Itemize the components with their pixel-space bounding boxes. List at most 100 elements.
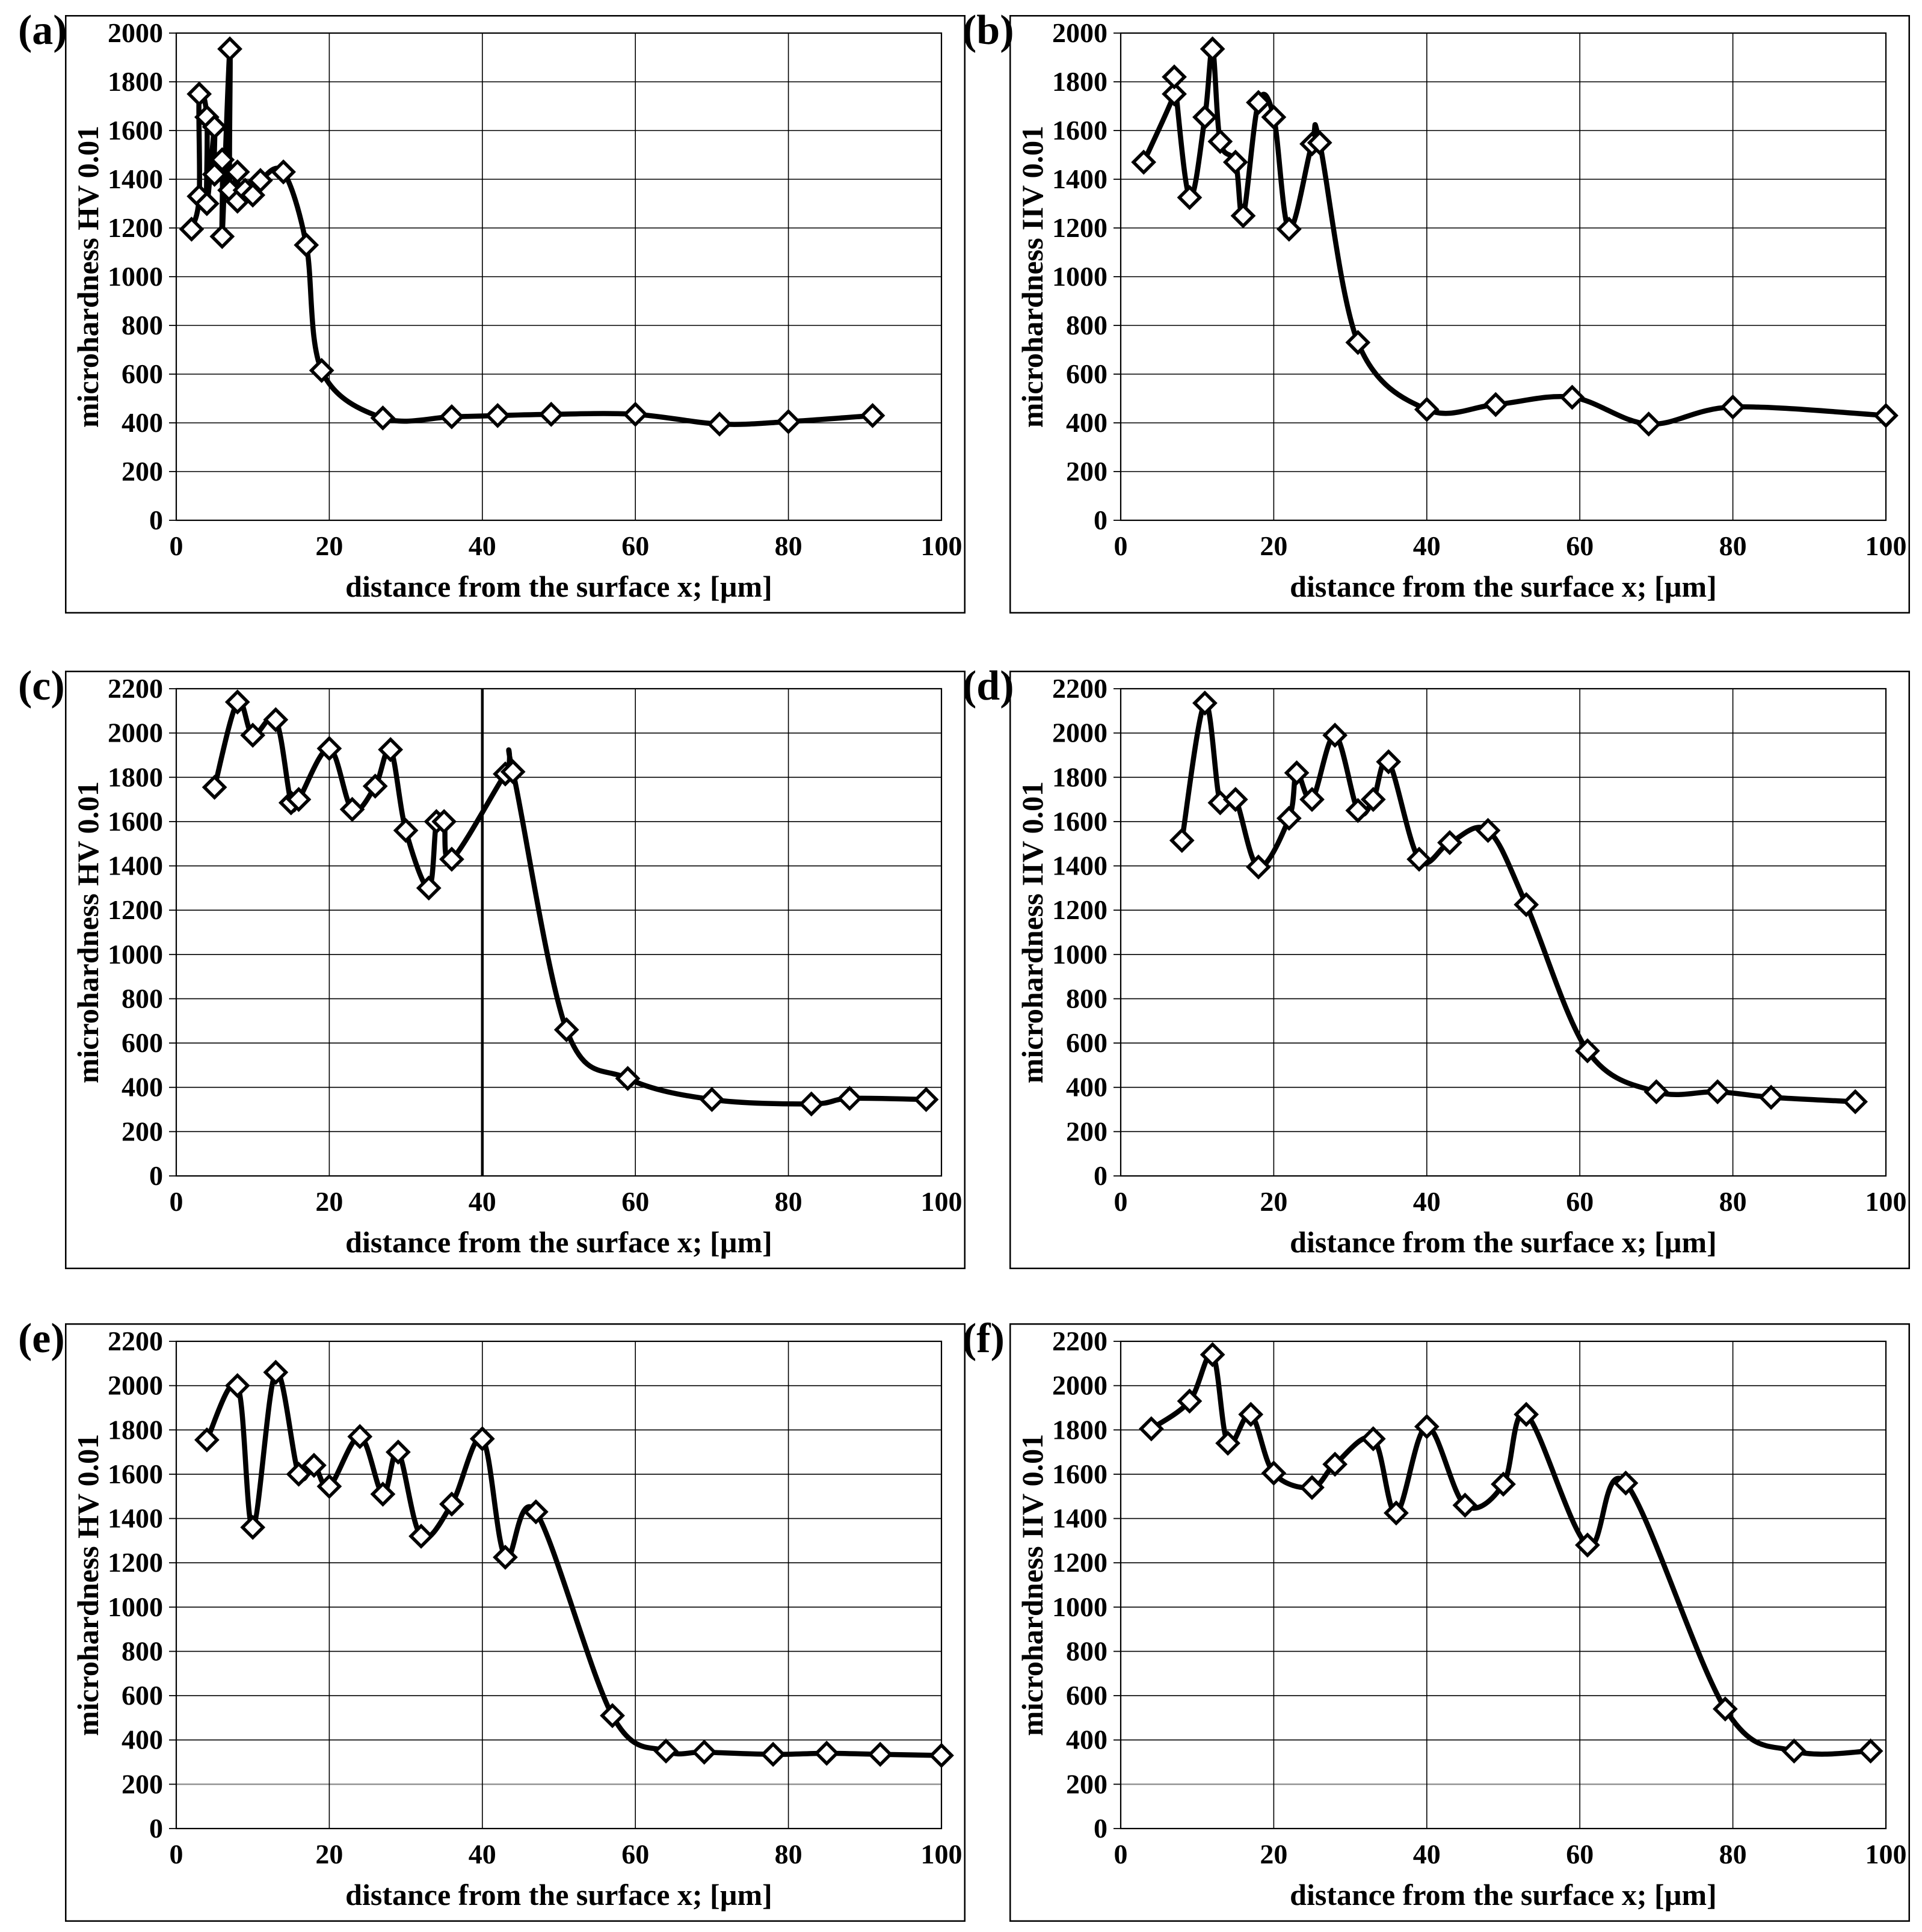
- svg-text:20: 20: [315, 1839, 343, 1869]
- svg-text:20: 20: [315, 531, 343, 561]
- svg-text:1400: 1400: [1052, 851, 1107, 881]
- svg-text:1200: 1200: [108, 212, 163, 243]
- svg-text:600: 600: [1066, 1027, 1107, 1058]
- svg-text:40: 40: [1413, 1839, 1441, 1869]
- svg-text:1800: 1800: [1052, 761, 1107, 792]
- svg-text:2000: 2000: [1052, 718, 1107, 748]
- svg-text:microhardness HV 0.01: microhardness HV 0.01: [71, 126, 105, 428]
- svg-text:0: 0: [1114, 1186, 1128, 1217]
- svg-text:1600: 1600: [1052, 1459, 1107, 1489]
- svg-text:1400: 1400: [108, 851, 163, 881]
- svg-text:distance from the surface x; [: distance from the surface x; [µm]: [345, 1225, 772, 1259]
- svg-text:0: 0: [149, 1813, 163, 1844]
- svg-text:20: 20: [1260, 1839, 1287, 1869]
- svg-text:60: 60: [621, 1186, 649, 1217]
- svg-text:1600: 1600: [1052, 115, 1107, 146]
- svg-text:800: 800: [1066, 983, 1107, 1014]
- svg-text:60: 60: [1566, 531, 1594, 561]
- svg-text:600: 600: [122, 358, 163, 389]
- svg-text:distance from the surface x; [: distance from the surface x; [µm]: [1290, 1225, 1717, 1259]
- svg-text:600: 600: [1066, 358, 1107, 389]
- svg-text:100: 100: [1865, 531, 1907, 561]
- svg-text:20: 20: [1260, 531, 1287, 561]
- svg-text:80: 80: [775, 1839, 802, 1869]
- svg-text:2000: 2000: [108, 718, 163, 748]
- svg-text:2200: 2200: [108, 673, 163, 704]
- svg-text:2000: 2000: [108, 17, 163, 48]
- svg-text:1400: 1400: [108, 164, 163, 194]
- svg-text:1800: 1800: [1052, 66, 1107, 97]
- svg-text:400: 400: [1066, 407, 1107, 438]
- svg-text:400: 400: [122, 1724, 163, 1755]
- svg-text:800: 800: [122, 310, 163, 340]
- svg-text:0: 0: [170, 531, 183, 561]
- svg-text:400: 400: [122, 1072, 163, 1103]
- svg-text:microhardness HV 0.01: microhardness HV 0.01: [71, 1434, 105, 1736]
- svg-text:80: 80: [1719, 531, 1747, 561]
- svg-text:200: 200: [122, 456, 163, 487]
- svg-text:200: 200: [1066, 456, 1107, 487]
- svg-text:20: 20: [1260, 1186, 1287, 1217]
- svg-text:2200: 2200: [108, 1326, 163, 1356]
- svg-text:0: 0: [1114, 531, 1128, 561]
- svg-text:60: 60: [621, 531, 649, 561]
- svg-text:0: 0: [1094, 1813, 1107, 1844]
- svg-text:0: 0: [1114, 1839, 1128, 1869]
- svg-text:80: 80: [775, 531, 802, 561]
- svg-text:1200: 1200: [108, 894, 163, 925]
- svg-text:1200: 1200: [1052, 894, 1107, 925]
- svg-text:2200: 2200: [1052, 1326, 1107, 1356]
- svg-text:600: 600: [122, 1027, 163, 1058]
- svg-text:1400: 1400: [1052, 164, 1107, 194]
- svg-text:40: 40: [469, 531, 496, 561]
- svg-text:1800: 1800: [108, 66, 163, 97]
- svg-text:60: 60: [1566, 1839, 1594, 1869]
- svg-text:800: 800: [122, 1635, 163, 1666]
- svg-text:1200: 1200: [1052, 212, 1107, 243]
- svg-text:80: 80: [1719, 1186, 1747, 1217]
- svg-text:20: 20: [315, 1186, 343, 1217]
- svg-text:1600: 1600: [108, 115, 163, 146]
- svg-text:1600: 1600: [108, 1459, 163, 1489]
- svg-text:100: 100: [1865, 1839, 1907, 1869]
- svg-text:800: 800: [122, 983, 163, 1014]
- svg-text:0: 0: [1094, 505, 1107, 535]
- svg-text:distance from the surface x; [: distance from the surface x; [µm]: [345, 570, 772, 603]
- svg-text:40: 40: [1413, 531, 1441, 561]
- svg-text:microhardness HV 0.01: microhardness HV 0.01: [71, 781, 105, 1083]
- svg-text:40: 40: [469, 1186, 496, 1217]
- svg-text:2000: 2000: [1052, 1370, 1107, 1401]
- svg-text:1400: 1400: [1052, 1503, 1107, 1534]
- svg-text:1600: 1600: [1052, 806, 1107, 837]
- svg-text:1200: 1200: [108, 1547, 163, 1578]
- svg-text:80: 80: [775, 1186, 802, 1217]
- svg-text:1000: 1000: [108, 261, 163, 292]
- svg-text:40: 40: [1413, 1186, 1441, 1217]
- svg-text:1000: 1000: [108, 1592, 163, 1622]
- svg-text:0: 0: [170, 1839, 183, 1869]
- svg-text:1800: 1800: [1052, 1414, 1107, 1445]
- svg-text:200: 200: [122, 1768, 163, 1799]
- svg-text:0: 0: [149, 505, 163, 535]
- svg-text:0: 0: [149, 1160, 163, 1191]
- svg-text:400: 400: [1066, 1724, 1107, 1755]
- svg-text:microhardness IIV 0.01: microhardness IIV 0.01: [1015, 126, 1049, 428]
- svg-text:100: 100: [921, 1186, 963, 1217]
- svg-text:100: 100: [1865, 1186, 1907, 1217]
- svg-text:1000: 1000: [1052, 261, 1107, 292]
- svg-text:600: 600: [122, 1680, 163, 1711]
- svg-text:100: 100: [921, 531, 963, 561]
- svg-text:600: 600: [1066, 1680, 1107, 1711]
- svg-text:200: 200: [122, 1116, 163, 1146]
- svg-text:microhardness IIV 0.01: microhardness IIV 0.01: [1015, 1434, 1049, 1736]
- svg-text:1000: 1000: [1052, 1592, 1107, 1622]
- svg-text:800: 800: [1066, 310, 1107, 340]
- svg-text:distance from the surface x; [: distance from the surface x; [µm]: [1290, 1878, 1717, 1912]
- svg-text:distance from the surface x; [: distance from the surface x; [µm]: [1290, 570, 1717, 603]
- svg-text:80: 80: [1719, 1839, 1747, 1869]
- svg-text:1600: 1600: [108, 806, 163, 837]
- svg-text:0: 0: [1094, 1160, 1107, 1191]
- svg-text:1000: 1000: [108, 939, 163, 970]
- svg-text:1000: 1000: [1052, 939, 1107, 970]
- svg-text:0: 0: [170, 1186, 183, 1217]
